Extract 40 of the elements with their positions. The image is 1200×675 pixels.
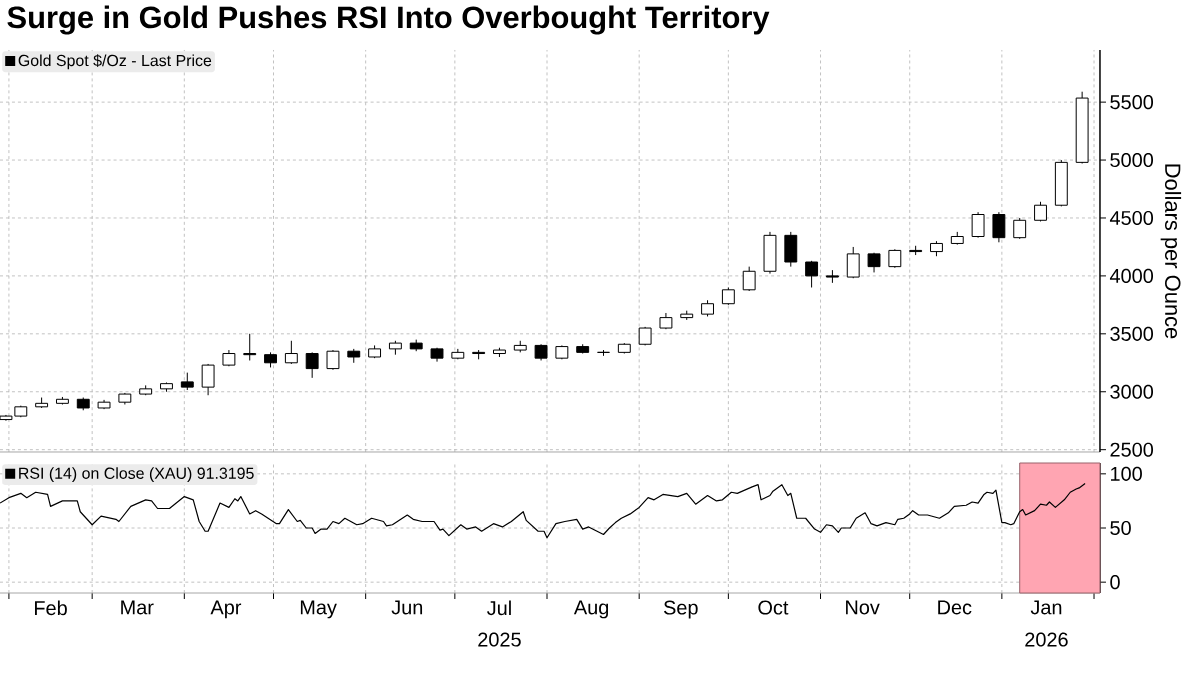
candlestick [1013, 217, 1027, 240]
x-tick-label: Mar [121, 600, 154, 615]
y-tick-label: 3000 [1110, 384, 1154, 399]
y-tick-label: 50 [1110, 520, 1131, 536]
y-tick-label: 4000 [1109, 268, 1154, 283]
x-tick-label: May [300, 600, 337, 619]
y-tick-label: 100 [1111, 466, 1142, 481]
candlestick [992, 211, 1006, 243]
x-tick-label: Sep [663, 600, 698, 619]
x-tick-label: Jan [1030, 600, 1062, 615]
x-tick-label: Jul [487, 600, 511, 616]
candlestick [805, 260, 819, 288]
y-tick-label: 4500 [1109, 210, 1154, 226]
candlestick [846, 246, 860, 279]
candlestick [326, 349, 340, 371]
x-tick-label: Apr [210, 600, 242, 619]
candlestick [201, 363, 215, 396]
candlestick [971, 211, 985, 239]
candlestick [243, 333, 257, 361]
legend-label: RSI (14) on Close (XAU) 91.3195 [19, 467, 254, 483]
text: 2026 [1025, 632, 1068, 647]
x-tick-label: Dec [938, 600, 972, 615]
y-tick-label: 0 [1110, 575, 1120, 590]
candlestick [305, 351, 319, 379]
x-tick-label: Oct [758, 600, 789, 615]
candlestick [284, 340, 298, 365]
legend-label: Gold Spot $/Oz - Last Price [18, 54, 212, 70]
y-tick-label: 3500 [1110, 326, 1154, 341]
y-tick-label: 5000 [1110, 153, 1154, 168]
y-tick-label: 5500 [1110, 95, 1154, 110]
candlestick [742, 266, 756, 292]
x-tick-label: Aug [573, 600, 609, 619]
y-axis-title: Dollars per Ounce [1160, 164, 1182, 339]
x-tick-label: Feb [35, 600, 67, 616]
candlestick [888, 248, 902, 269]
x-tick-label: Jun [391, 600, 423, 615]
y-tick-label: 2500 [1110, 442, 1154, 457]
x-tick-label: Nov [846, 600, 880, 615]
text: 2025 [478, 632, 521, 647]
chart-title: Surge in Gold Pushes RSI Into Overbought Territory [7, 5, 770, 35]
